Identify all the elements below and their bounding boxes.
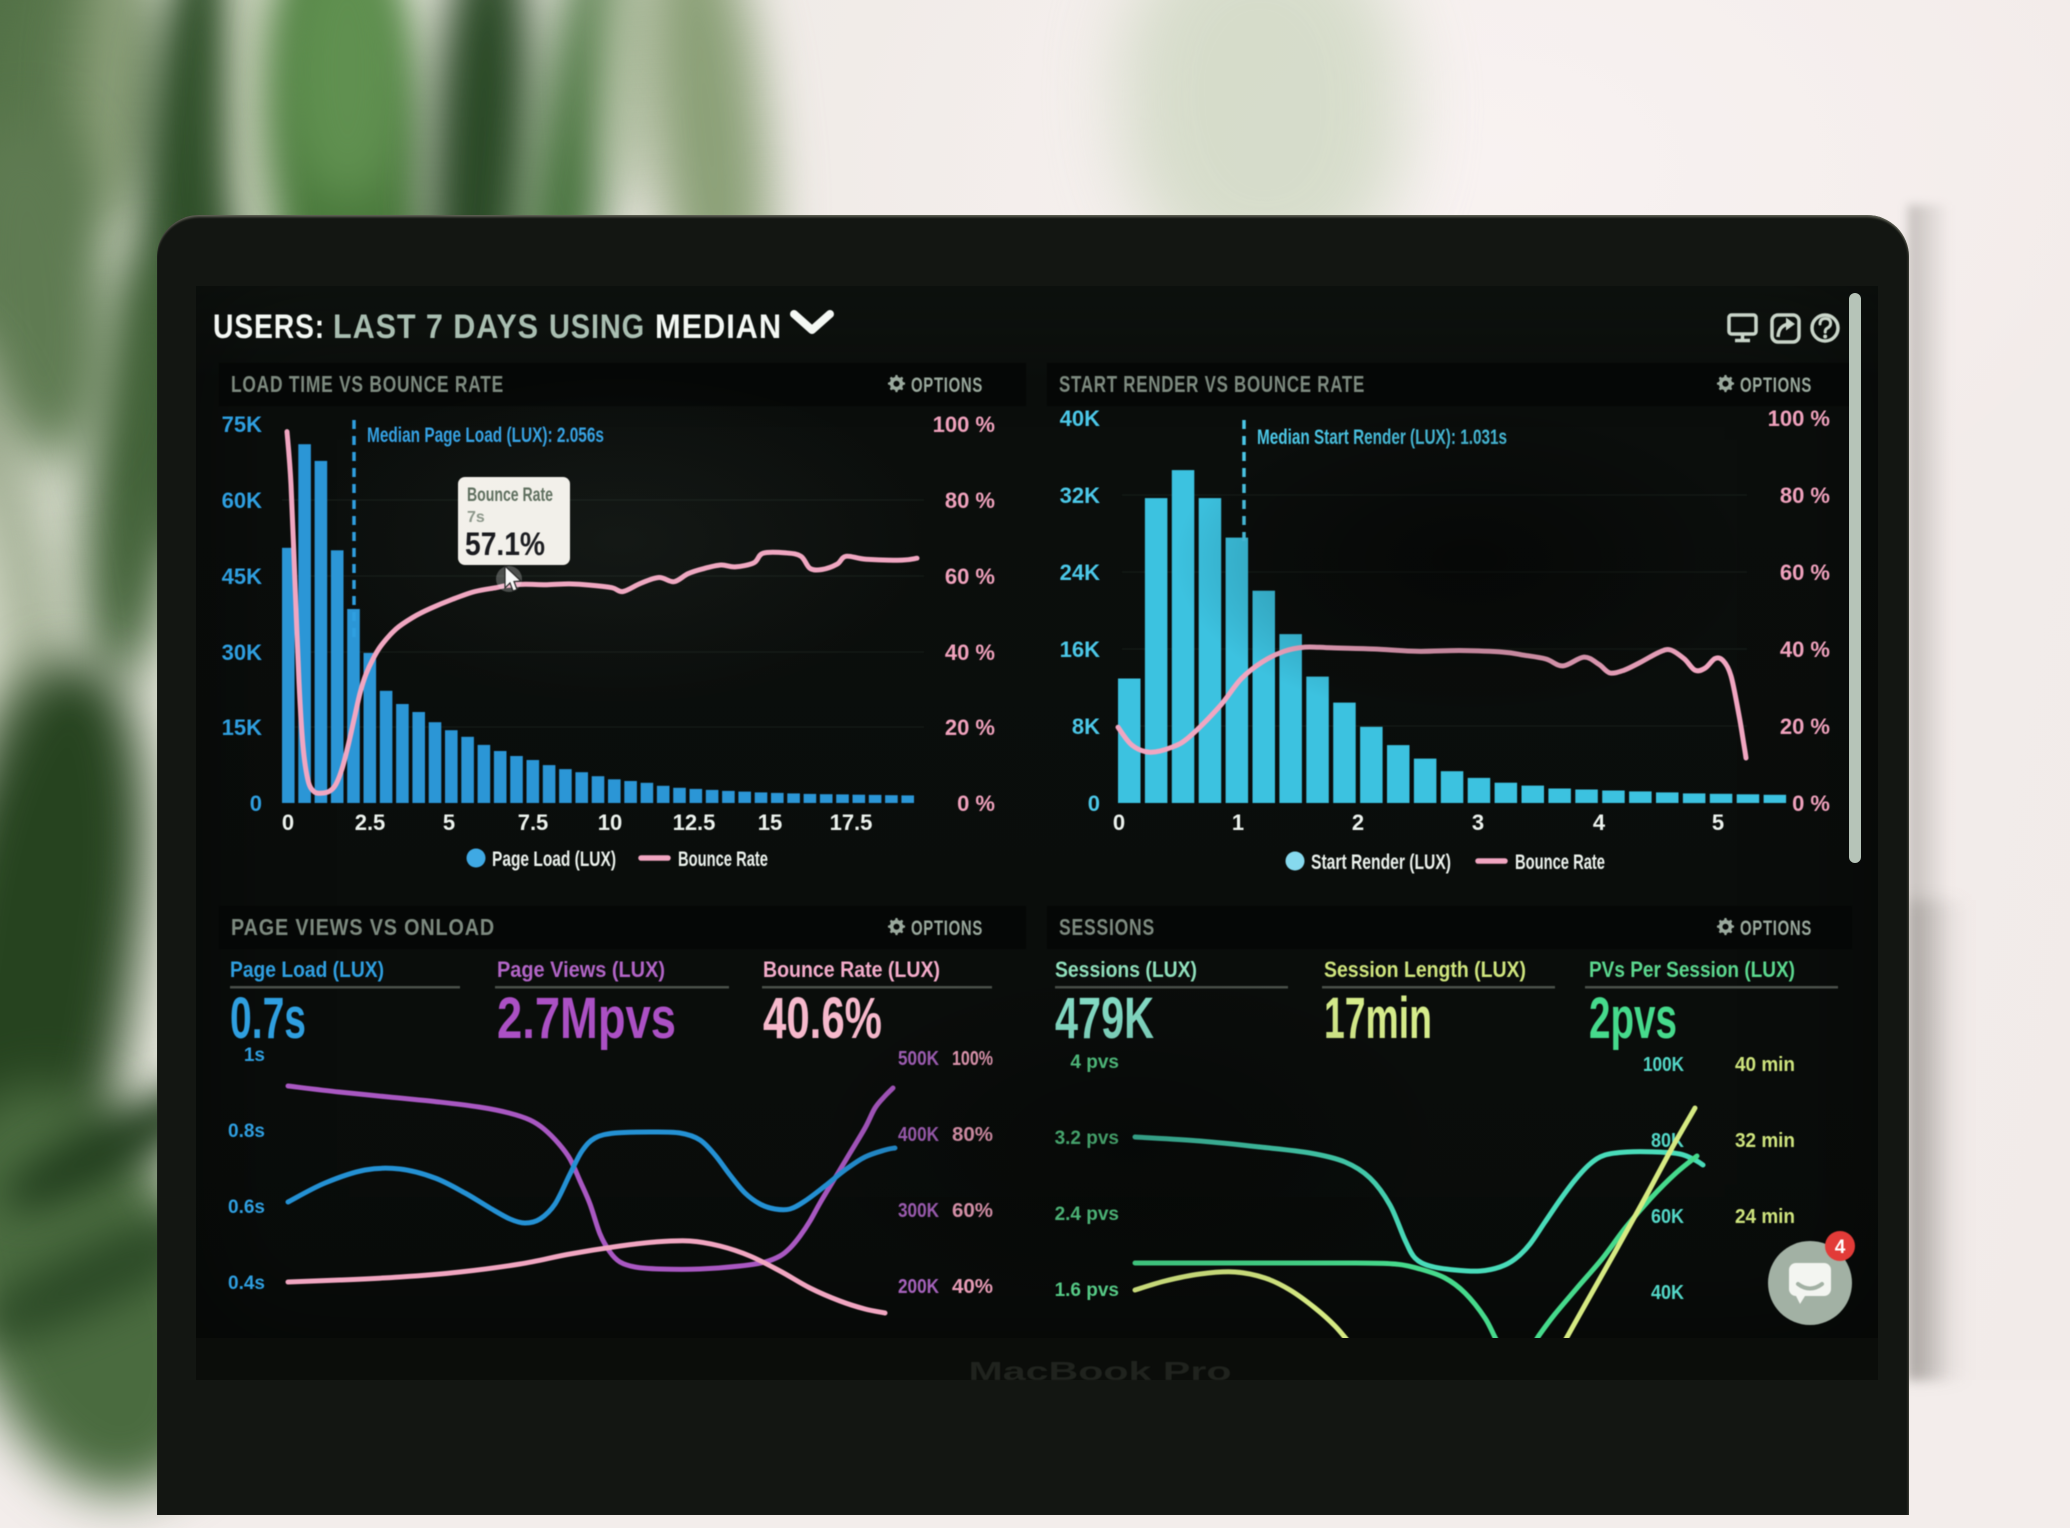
svg-text:15K: 15K — [222, 715, 262, 740]
svg-text:0.6s: 0.6s — [228, 1197, 265, 1218]
svg-text:100K: 100K — [1643, 1054, 1684, 1076]
svg-text:SESSIONS: SESSIONS — [1059, 914, 1155, 940]
svg-text:LOAD TIME VS BOUNCE RATE: LOAD TIME VS BOUNCE RATE — [231, 371, 504, 397]
svg-text:1: 1 — [1232, 810, 1244, 835]
svg-text:24 min: 24 min — [1735, 1206, 1795, 1228]
svg-text:30K: 30K — [222, 640, 262, 665]
svg-text:20 %: 20 % — [945, 715, 995, 740]
svg-text:7.5: 7.5 — [518, 810, 549, 835]
svg-text:16K: 16K — [1060, 637, 1100, 662]
svg-text:1s: 1s — [244, 1045, 265, 1066]
svg-text:40%: 40% — [952, 1276, 993, 1298]
svg-text:5: 5 — [443, 810, 455, 835]
svg-text:4: 4 — [1835, 1237, 1846, 1258]
svg-text:2pvs: 2pvs — [1589, 986, 1677, 1051]
svg-text:40.6%: 40.6% — [763, 986, 882, 1051]
svg-text:80%: 80% — [952, 1124, 993, 1146]
svg-text:START RENDER VS BOUNCE RATE: START RENDER VS BOUNCE RATE — [1059, 371, 1365, 397]
svg-text:60%: 60% — [952, 1200, 993, 1222]
svg-text:32K: 32K — [1060, 483, 1100, 508]
svg-text:0 %: 0 % — [957, 791, 995, 816]
svg-text:45K: 45K — [222, 564, 262, 589]
svg-text:1.6 pvs: 1.6 pvs — [1055, 1280, 1119, 1301]
svg-text:OPTIONS: OPTIONS — [911, 374, 983, 397]
svg-text:Bounce Rate: Bounce Rate — [467, 485, 553, 506]
svg-text:5: 5 — [1712, 810, 1724, 835]
svg-text:100 %: 100 % — [933, 412, 995, 437]
svg-text:17min: 17min — [1324, 986, 1432, 1051]
svg-text:0: 0 — [250, 791, 262, 816]
svg-text:Median Start Render (LUX): 1.0: Median Start Render (LUX): 1.031s — [1257, 426, 1507, 449]
svg-text:24K: 24K — [1060, 560, 1100, 585]
svg-text:100 %: 100 % — [1768, 406, 1830, 431]
svg-text:0.8s: 0.8s — [228, 1121, 265, 1142]
svg-text:10: 10 — [598, 810, 622, 835]
svg-text:3.2 pvs: 3.2 pvs — [1055, 1128, 1119, 1149]
svg-text:40K: 40K — [1060, 406, 1100, 431]
svg-text:8K: 8K — [1072, 714, 1100, 739]
svg-text:40K: 40K — [1651, 1282, 1684, 1304]
svg-text:Page Load (LUX): Page Load (LUX) — [230, 957, 384, 982]
svg-text:OPTIONS: OPTIONS — [911, 917, 983, 940]
svg-text:Sessions (LUX): Sessions (LUX) — [1055, 957, 1197, 982]
svg-text:500K: 500K — [898, 1048, 939, 1070]
svg-text:200K: 200K — [898, 1276, 939, 1298]
svg-text:75K: 75K — [222, 412, 262, 437]
svg-text:3: 3 — [1472, 810, 1484, 835]
svg-text:80 %: 80 % — [945, 488, 995, 513]
svg-text:0: 0 — [282, 810, 294, 835]
svg-text:60 %: 60 % — [945, 564, 995, 589]
svg-text:USERS:: USERS: — [213, 308, 325, 346]
svg-text:Start Render (LUX): Start Render (LUX) — [1311, 851, 1451, 874]
svg-text:Page Views (LUX): Page Views (LUX) — [497, 957, 665, 982]
svg-text:Bounce Rate (LUX): Bounce Rate (LUX) — [763, 957, 940, 982]
svg-text:80 %: 80 % — [1780, 483, 1830, 508]
svg-text:4: 4 — [1593, 810, 1606, 835]
svg-text:2.7Mpvs: 2.7Mpvs — [497, 986, 676, 1051]
svg-text:57.1%: 57.1% — [465, 526, 545, 562]
svg-text:400K: 400K — [898, 1124, 939, 1146]
svg-text:479K: 479K — [1055, 986, 1154, 1051]
svg-text:40 %: 40 % — [945, 640, 995, 665]
svg-text:80K: 80K — [1651, 1130, 1684, 1152]
svg-text:OPTIONS: OPTIONS — [1740, 917, 1812, 940]
svg-text:Median Page Load (LUX): 2.056s: Median Page Load (LUX): 2.056s — [367, 424, 604, 447]
svg-text:2.5: 2.5 — [355, 810, 386, 835]
svg-text:0: 0 — [1088, 791, 1100, 816]
svg-text:Page Load (LUX): Page Load (LUX) — [492, 848, 616, 871]
svg-text:60 %: 60 % — [1780, 560, 1830, 585]
svg-text:2.4 pvs: 2.4 pvs — [1055, 1204, 1119, 1225]
svg-text:32 min: 32 min — [1735, 1130, 1795, 1152]
svg-text:USING: USING — [549, 308, 645, 346]
svg-text:Bounce Rate: Bounce Rate — [1515, 851, 1605, 874]
svg-text:60K: 60K — [222, 488, 262, 513]
svg-text:12.5: 12.5 — [673, 810, 716, 835]
svg-text:40 min: 40 min — [1735, 1054, 1795, 1076]
svg-text:15: 15 — [758, 810, 782, 835]
svg-text:Session Length (LUX): Session Length (LUX) — [1324, 957, 1526, 982]
svg-text:300K: 300K — [898, 1200, 939, 1222]
svg-text:Bounce Rate: Bounce Rate — [678, 848, 768, 871]
svg-text:60K: 60K — [1651, 1206, 1684, 1228]
svg-text:0 %: 0 % — [1792, 791, 1830, 816]
svg-text:7s: 7s — [467, 509, 485, 526]
svg-text:MacBook Pro: MacBook Pro — [969, 1356, 1232, 1380]
svg-text:OPTIONS: OPTIONS — [1740, 374, 1812, 397]
svg-text:100%: 100% — [952, 1048, 993, 1070]
svg-text:40 %: 40 % — [1780, 637, 1830, 662]
svg-text:17.5: 17.5 — [830, 810, 873, 835]
svg-text:0.7s: 0.7s — [230, 986, 306, 1051]
svg-text:MEDIAN: MEDIAN — [655, 308, 782, 346]
svg-text:20 %: 20 % — [1780, 714, 1830, 739]
svg-text:PVs Per Session (LUX): PVs Per Session (LUX) — [1589, 957, 1795, 982]
svg-text:0: 0 — [1113, 810, 1125, 835]
svg-text:2: 2 — [1352, 810, 1364, 835]
svg-text:LAST 7 DAYS: LAST 7 DAYS — [333, 308, 539, 346]
svg-text:0.4s: 0.4s — [228, 1273, 265, 1294]
svg-text:4 pvs: 4 pvs — [1070, 1052, 1119, 1073]
svg-text:PAGE VIEWS VS ONLOAD: PAGE VIEWS VS ONLOAD — [231, 914, 495, 940]
